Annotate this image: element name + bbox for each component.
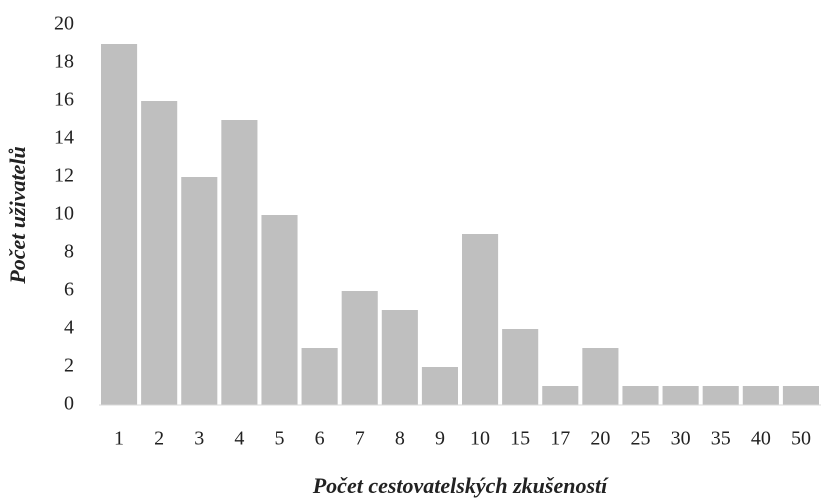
x-tick-label: 6 bbox=[315, 428, 325, 450]
x-tick-label: 7 bbox=[355, 428, 365, 450]
bar bbox=[141, 101, 178, 405]
y-tick-label: 0 bbox=[64, 393, 74, 415]
x-tick-label: 1 bbox=[114, 428, 124, 450]
y-tick-label: 2 bbox=[64, 355, 74, 377]
y-tick-label: 16 bbox=[54, 89, 74, 111]
bar bbox=[702, 386, 739, 405]
x-tick-label: 8 bbox=[395, 428, 405, 450]
bar bbox=[662, 386, 699, 405]
bar bbox=[421, 367, 458, 405]
y-axis-title: Počet uživatelů bbox=[5, 146, 30, 284]
bar bbox=[221, 120, 258, 405]
y-tick-label: 10 bbox=[54, 203, 74, 225]
bar bbox=[782, 386, 819, 405]
bar bbox=[261, 215, 298, 405]
x-tick-label: 50 bbox=[791, 428, 811, 450]
bar bbox=[502, 329, 539, 405]
y-tick-label: 4 bbox=[64, 317, 74, 339]
bar bbox=[582, 348, 619, 405]
x-tick-label: 2 bbox=[154, 428, 164, 450]
x-tick-label: 5 bbox=[275, 428, 285, 450]
y-tick-label: 12 bbox=[54, 165, 74, 187]
x-tick-label: 17 bbox=[550, 428, 570, 450]
bar bbox=[462, 234, 499, 405]
x-axis-title: Počet cestovatelských zkušeností bbox=[312, 473, 609, 498]
y-tick-label: 18 bbox=[54, 51, 74, 73]
y-tick-label: 8 bbox=[64, 241, 74, 263]
bar bbox=[301, 348, 338, 405]
x-tick-label: 20 bbox=[590, 428, 610, 450]
x-tick-label: 30 bbox=[671, 428, 691, 450]
x-tick-label: 9 bbox=[435, 428, 445, 450]
bar bbox=[101, 44, 138, 405]
y-tick-label: 20 bbox=[54, 13, 74, 35]
bar bbox=[742, 386, 779, 405]
x-tick-label: 25 bbox=[631, 428, 651, 450]
y-tick-label: 14 bbox=[54, 127, 74, 149]
bar bbox=[622, 386, 659, 405]
bar bbox=[542, 386, 579, 405]
bar bbox=[381, 310, 418, 405]
x-tick-label: 4 bbox=[234, 428, 244, 450]
x-tick-label: 10 bbox=[470, 428, 490, 450]
x-tick-label: 15 bbox=[510, 428, 530, 450]
bar bbox=[341, 291, 378, 405]
bar bbox=[181, 177, 218, 405]
x-tick-label: 3 bbox=[194, 428, 204, 450]
y-tick-label: 6 bbox=[64, 279, 74, 301]
x-tick-label: 35 bbox=[711, 428, 731, 450]
x-tick-label: 40 bbox=[751, 428, 771, 450]
